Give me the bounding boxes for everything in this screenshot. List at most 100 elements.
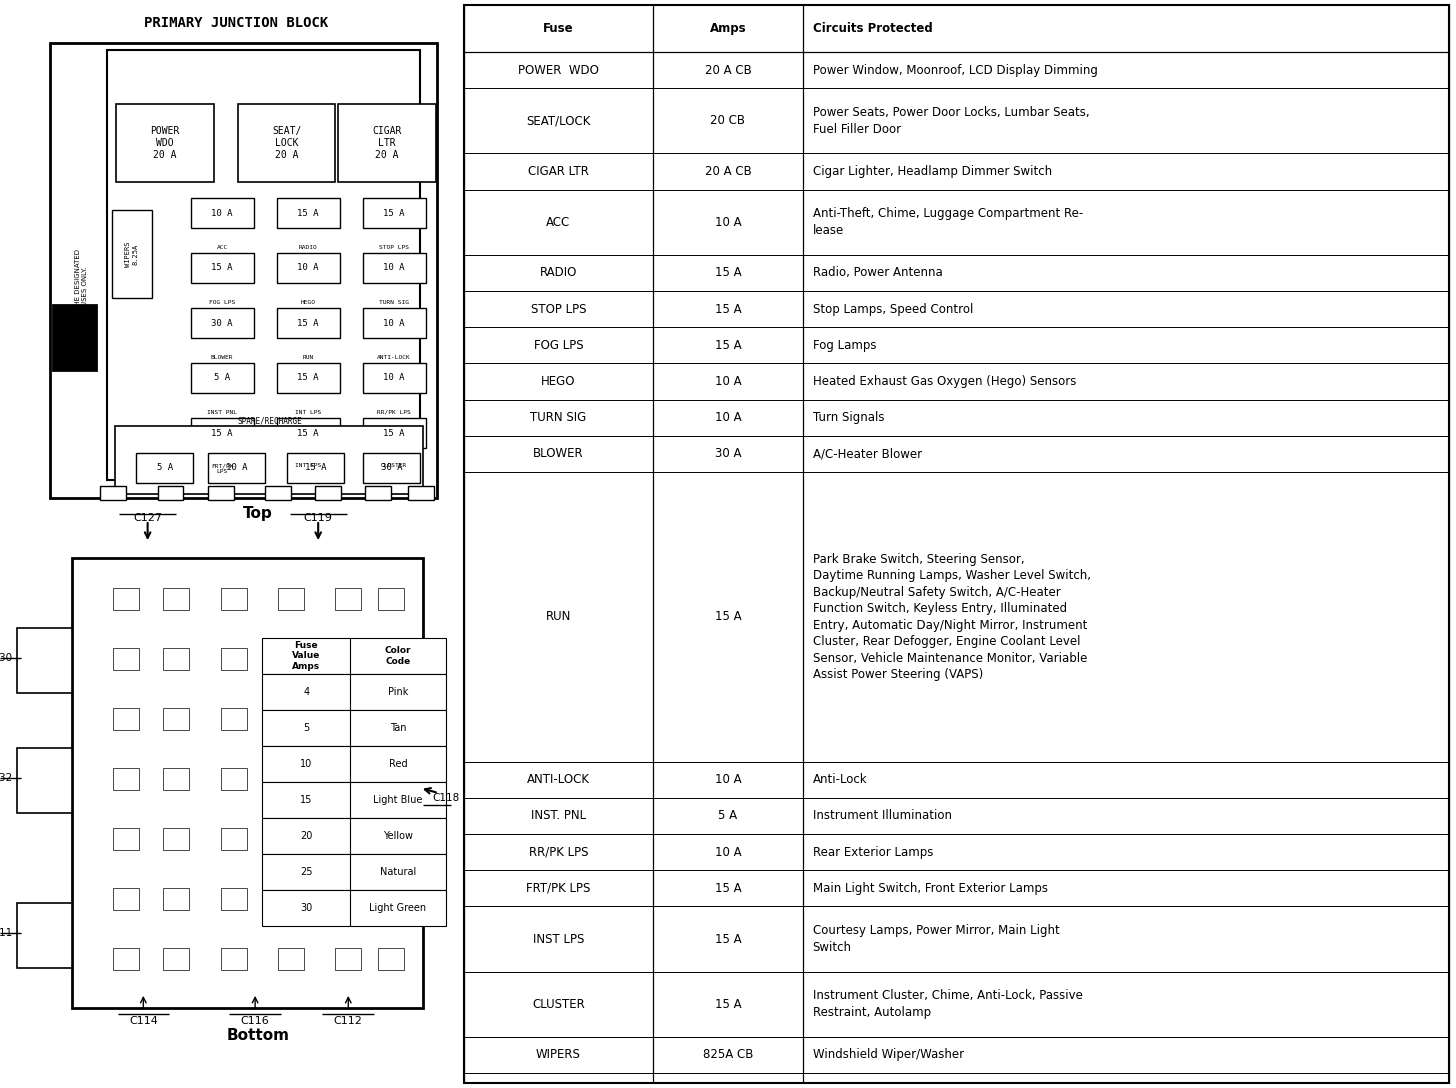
Bar [52,305,96,370]
Bar [114,648,138,670]
Text: 5: 5 [303,724,310,733]
Text: Rear Exterior Lamps: Rear Exterior Lamps [812,845,933,858]
Bar [278,768,304,790]
Bar [221,708,246,730]
Text: A/C-Heater Blower: A/C-Heater Blower [812,447,922,460]
Text: ANTI-LOCK: ANTI-LOCK [527,774,590,787]
Bar [262,746,446,782]
Bar [57,308,92,367]
Text: 10 A: 10 A [211,209,233,218]
Text: Courtesy Lamps, Power Mirror, Main Light
Switch: Courtesy Lamps, Power Mirror, Main Light… [812,925,1060,954]
Text: C127: C127 [132,514,162,523]
Bar [163,648,189,670]
Text: 30 A: 30 A [715,447,741,460]
Text: POWER  WDO: POWER WDO [518,64,598,76]
Text: Color
Code: Color Code [384,646,411,666]
Bar [278,948,304,970]
Text: 10 A: 10 A [383,263,405,272]
Text: ANTI-LOCK: ANTI-LOCK [377,355,411,360]
Bar [363,308,425,338]
Text: Anti-Theft, Chime, Luggage Compartment Re-
lease: Anti-Theft, Chime, Luggage Compartment R… [812,208,1083,237]
Bar [278,828,304,850]
Bar [114,888,138,910]
Bar [108,50,419,480]
Text: 10 A: 10 A [715,375,741,388]
Bar [17,628,71,693]
Bar [191,308,253,338]
Bar [278,648,304,670]
Text: TURN SIG: TURN SIG [530,411,587,424]
Bar [262,673,446,710]
Text: Fuse: Fuse [543,22,574,35]
Text: 15 A: 15 A [297,429,319,437]
Text: Power Seats, Power Door Locks, Lumbar Seats,
Fuel Filler Door: Power Seats, Power Door Locks, Lumbar Se… [812,107,1089,136]
Bar [100,486,127,500]
Bar [277,308,339,338]
Bar [379,708,405,730]
Text: FRT/PK
LPS: FRT/PK LPS [211,463,233,473]
Bar [363,418,425,448]
Text: INST PNL: INST PNL [207,410,237,415]
Text: Turn Signals: Turn Signals [812,411,884,424]
Bar [335,708,361,730]
Bar [71,558,422,1007]
Text: 15 A: 15 A [715,610,741,623]
Bar [335,648,361,670]
Bar [114,948,138,970]
Bar [137,453,194,483]
Bar [221,648,246,670]
Text: Amps: Amps [709,22,747,35]
Bar [277,198,339,228]
Bar [363,198,425,228]
Bar [277,363,339,393]
Text: FOG LPS: FOG LPS [533,338,584,351]
Text: CIGAR LTR: CIGAR LTR [529,165,588,178]
Bar [338,104,435,182]
Text: SEAT/
LOCK
20 A: SEAT/ LOCK 20 A [272,126,301,160]
Text: Red: Red [389,759,408,769]
Text: WIPERS
8.25A: WIPERS 8.25A [125,242,138,267]
Text: Fuse
Value
Amps: Fuse Value Amps [293,641,320,671]
Text: 30: 30 [300,903,313,913]
Bar [363,363,425,393]
Text: Bottom: Bottom [227,1028,290,1043]
Bar [335,948,361,970]
Text: 5 A: 5 A [214,373,230,383]
Bar [221,828,246,850]
Text: Anti-Lock: Anti-Lock [812,774,868,787]
Bar [221,948,246,970]
Text: BLOWER: BLOWER [211,355,233,360]
Bar [116,104,214,182]
Bar [163,888,189,910]
Text: 15 A: 15 A [297,319,319,327]
Text: RADIO: RADIO [540,267,577,280]
Text: BLOWER: BLOWER [533,447,584,460]
Text: 30 A: 30 A [211,319,233,327]
Text: SPARE/RECHARGE: SPARE/RECHARGE [237,416,301,425]
Text: Park Brake Switch, Steering Sensor,
Daytime Running Lamps, Washer Level Switch,
: Park Brake Switch, Steering Sensor, Dayt… [812,553,1091,681]
Text: 15 A: 15 A [715,998,741,1011]
Text: Heated Exhaust Gas Oxygen (Hego) Sensors: Heated Exhaust Gas Oxygen (Hego) Sensors [812,375,1076,388]
Text: 15 A: 15 A [297,209,319,218]
Bar [208,453,265,483]
Bar [262,854,446,890]
Text: RR/PK LPS: RR/PK LPS [377,410,411,415]
Bar [262,782,446,818]
Bar [363,254,425,283]
Bar [114,708,138,730]
Text: 15 A: 15 A [383,429,405,437]
Text: POWER
WDO
20 A: POWER WDO 20 A [150,126,179,160]
Bar [316,486,341,500]
Text: STOP LPS: STOP LPS [530,302,587,316]
Text: WIPERS: WIPERS [536,1049,581,1062]
Bar [363,453,419,483]
Text: RADIO: RADIO [298,245,317,250]
Bar [379,648,405,670]
Text: 10 A: 10 A [226,463,248,472]
Text: PRIMARY JUNCTION BLOCK: PRIMARY JUNCTION BLOCK [144,16,329,30]
Text: INST LPS: INST LPS [533,932,584,945]
Text: Natural: Natural [380,867,416,877]
Bar [409,486,434,500]
Bar [112,210,151,298]
Bar [191,363,253,393]
